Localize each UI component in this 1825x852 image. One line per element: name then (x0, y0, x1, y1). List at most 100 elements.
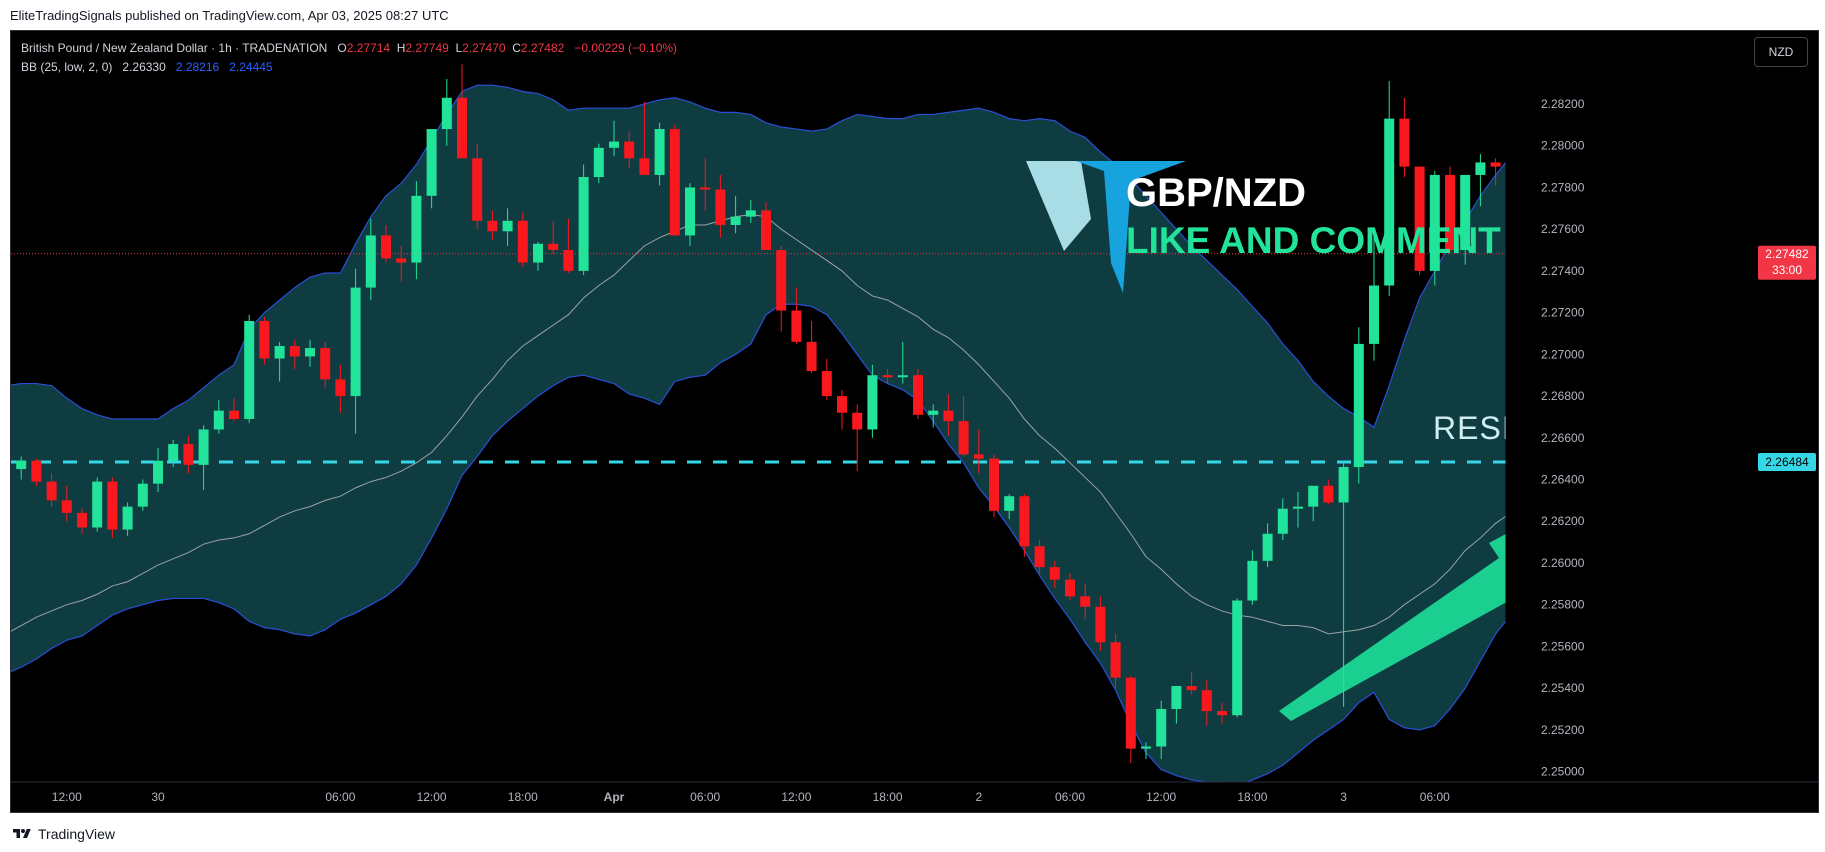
bb-legend-row[interactable]: BB (25, low, 2, 0) 2.26330 2.28216 2.244… (21, 58, 677, 77)
candle-body (639, 158, 650, 175)
candle (654, 122, 665, 186)
price-axis[interactable]: 2.28200 2.28000 2.27800 2.27600 2.27400 2.272… (1541, 97, 1585, 779)
time-tick-label: 06:00 (325, 790, 355, 804)
candle (578, 164, 589, 276)
candle (198, 425, 209, 490)
candle (1414, 166, 1425, 276)
candle (305, 339, 315, 367)
candle-body (1019, 496, 1030, 547)
candle-body (1475, 162, 1486, 175)
candle (1171, 686, 1182, 724)
candle (1369, 237, 1379, 361)
candle-body (1201, 690, 1212, 712)
up-arrow-icon (1279, 533, 1506, 721)
candle-body (928, 410, 939, 415)
candle-body (654, 129, 665, 175)
candle-body (502, 220, 513, 232)
resistance-price-label: 2.26484 (1765, 455, 1809, 469)
candle (1065, 573, 1075, 601)
candle (563, 218, 574, 273)
candle-body (168, 444, 179, 461)
low-value: 2.27470 (462, 41, 506, 55)
candle (426, 129, 437, 209)
candle-body (1217, 711, 1227, 716)
footer-brand[interactable]: TradingView (10, 826, 115, 842)
candle (593, 143, 604, 184)
candle (700, 158, 711, 211)
bb-upper-value: 2.28216 (175, 60, 220, 74)
open-value: 2.27714 (346, 41, 391, 55)
candle (989, 454, 999, 518)
candle (1186, 671, 1197, 695)
price-tick-label: 2.27000 (1541, 347, 1585, 361)
candle-body (1232, 600, 1243, 716)
time-axis[interactable]: 12:00 30 06:00 12:00 18:00 Apr 06:00 12:00 18:00… (52, 790, 1450, 804)
price-chart[interactable]: GBP/NZD LIKE AND COMMENT RESISTANCE 2.26… (11, 31, 1818, 812)
bb-basis-value: 2.26330 (122, 60, 166, 74)
candle-body (1080, 596, 1091, 607)
candle-body (533, 243, 543, 263)
candle (61, 485, 72, 522)
candle-body (365, 235, 376, 288)
candles-group (16, 64, 1506, 764)
candle (472, 143, 483, 230)
tradingview-logo-icon (13, 829, 31, 838)
resistance-annotation: RESISTANCE 2.264 (1433, 410, 1740, 446)
candle (335, 364, 346, 413)
chart-frame[interactable]: GBP/NZD LIKE AND COMMENT RESISTANCE 2.26… (10, 30, 1819, 813)
candle (1323, 479, 1334, 505)
price-tick-label: 2.28000 (1541, 139, 1585, 153)
candle-body (548, 243, 559, 251)
candle-body (761, 210, 771, 251)
candle-body (593, 147, 604, 178)
candle-body (457, 97, 467, 159)
candle (730, 195, 741, 234)
candle-body (1156, 708, 1167, 747)
candle-body (487, 220, 498, 232)
candle-body (289, 346, 300, 357)
time-tick-label: 12:00 (52, 790, 82, 804)
candle-body (153, 460, 163, 484)
candle (1353, 327, 1364, 484)
candle-body (1429, 174, 1440, 271)
candle (533, 241, 543, 271)
candle-body (350, 287, 361, 397)
candle-body (213, 410, 224, 430)
symbol-description[interactable]: British Pound / New Zealand Dollar · 1h … (21, 41, 328, 55)
candle (958, 396, 969, 457)
candle (350, 268, 361, 434)
ohlc-legend-row: British Pound / New Zealand Dollar · 1h … (21, 39, 677, 58)
candle (244, 314, 255, 424)
candle-body (1308, 485, 1319, 507)
currency-button[interactable]: NZD (1754, 37, 1808, 67)
candle (685, 183, 695, 246)
candle (639, 101, 650, 175)
candle-body (1353, 343, 1364, 467)
candle (1308, 485, 1319, 522)
candle-body (1171, 686, 1182, 709)
candle-body (806, 341, 817, 372)
bb-lower-value: 2.24445 (229, 60, 273, 74)
bollinger-basis-line (11, 214, 1506, 635)
time-tick-label: 30 (151, 790, 165, 804)
time-tick-label: Apr (604, 790, 625, 804)
candle-body (1369, 285, 1379, 344)
candle (882, 368, 893, 384)
candle-body (1065, 579, 1075, 597)
price-tick-label: 2.27800 (1541, 180, 1585, 194)
candle (365, 218, 376, 301)
candle (791, 287, 802, 344)
candle (441, 78, 452, 146)
candle (1217, 702, 1227, 724)
candle (1095, 596, 1106, 651)
candle (1034, 540, 1045, 574)
candle-body (381, 235, 391, 259)
candle-body (1247, 560, 1258, 601)
candle (1019, 494, 1030, 557)
candle-body (92, 481, 103, 528)
candle (1338, 460, 1349, 707)
candle-body (1277, 508, 1288, 534)
candle (761, 202, 771, 251)
candle-body (1125, 677, 1136, 749)
time-tick-label: 18:00 (508, 790, 538, 804)
